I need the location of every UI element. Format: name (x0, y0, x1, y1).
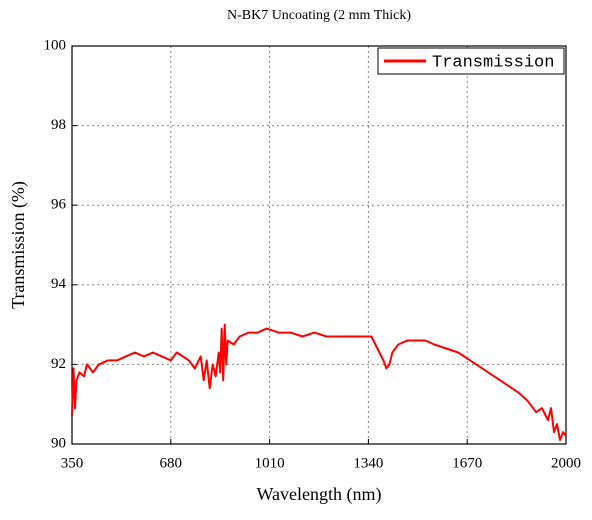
x-tick-label: 1670 (452, 455, 482, 471)
y-tick-label: 94 (51, 276, 67, 292)
data-line (71, 323, 567, 441)
plot-frame (71, 45, 567, 445)
x-tick-label: 2000 (551, 455, 581, 471)
y-axis-label: Transmission (%) (8, 181, 29, 309)
x-tick-label: 350 (61, 455, 84, 471)
x-tick-label: 680 (160, 455, 183, 471)
x-axis-label: Wavelength (nm) (256, 484, 381, 505)
y-tick-label: 100 (44, 37, 67, 53)
y-tick-label: 98 (51, 117, 66, 133)
legend-label: Transmission (432, 53, 554, 72)
x-tick-label: 1340 (353, 455, 383, 471)
x-tick-label: 1010 (255, 455, 285, 471)
y-tick-label: 90 (51, 435, 66, 451)
y-tick-label: 92 (51, 356, 66, 372)
chart-title: N-BK7 Uncoating (2 mm Thick) (227, 8, 411, 23)
y-tick-label: 96 (51, 197, 67, 213)
